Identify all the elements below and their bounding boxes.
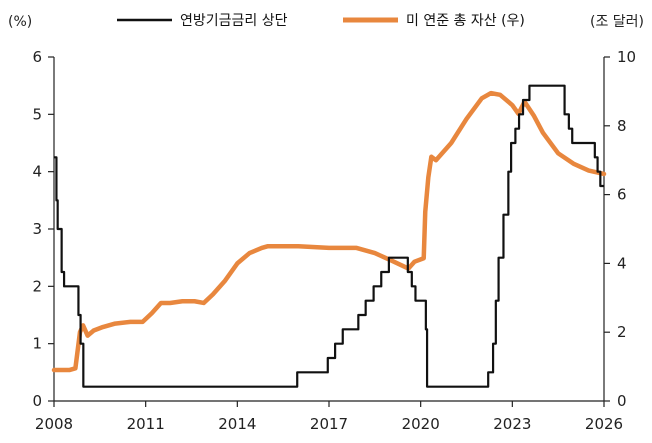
x-tick-label: 2020 (402, 415, 440, 433)
right-tick-label: 8 (617, 117, 627, 135)
legend-label-fed-assets: 미 연준 총 자산 (우) (406, 13, 525, 29)
legend-label-fed-rate: 연방기금금리 상단 (180, 13, 288, 29)
x-tick-label: 2023 (493, 415, 531, 433)
x-tick-label: 2014 (218, 415, 256, 433)
series-line-fed-assets (51, 90, 607, 373)
right-tick-label: 6 (617, 186, 627, 204)
right-axis-ticks: 0 2 4 6 8 10 (604, 48, 636, 410)
left-tick-label: 6 (32, 48, 42, 66)
x-tick-label: 2017 (310, 415, 348, 433)
left-tick-label: 1 (32, 335, 42, 353)
left-tick-label: 0 (32, 392, 42, 410)
right-tick-label: 2 (617, 323, 627, 341)
right-tick-label: 4 (617, 254, 627, 272)
x-tick-label: 2011 (127, 415, 165, 433)
left-tick-label: 3 (32, 220, 42, 238)
left-axis-ticks: 0 1 2 3 4 5 6 (32, 48, 54, 410)
legend: 연방기금금리 상단 미 연준 총 자산 (우) (117, 13, 525, 29)
x-tick-label: 2026 (585, 415, 623, 433)
right-tick-label: 0 (617, 392, 627, 410)
right-tick-label: 10 (617, 48, 636, 66)
x-tick-label: 2008 (35, 415, 73, 433)
right-axis-unit: (조 달러) (590, 14, 644, 30)
x-axis-ticks: 2008 2011 2014 2017 2020 2023 2026 (35, 401, 623, 433)
left-tick-label: 2 (32, 277, 42, 295)
left-tick-label: 5 (32, 105, 42, 123)
series-line-fed-rate (54, 84, 604, 388)
series-layer (51, 84, 607, 388)
left-tick-label: 4 (32, 163, 42, 181)
left-axis-unit: (%) (8, 14, 32, 30)
